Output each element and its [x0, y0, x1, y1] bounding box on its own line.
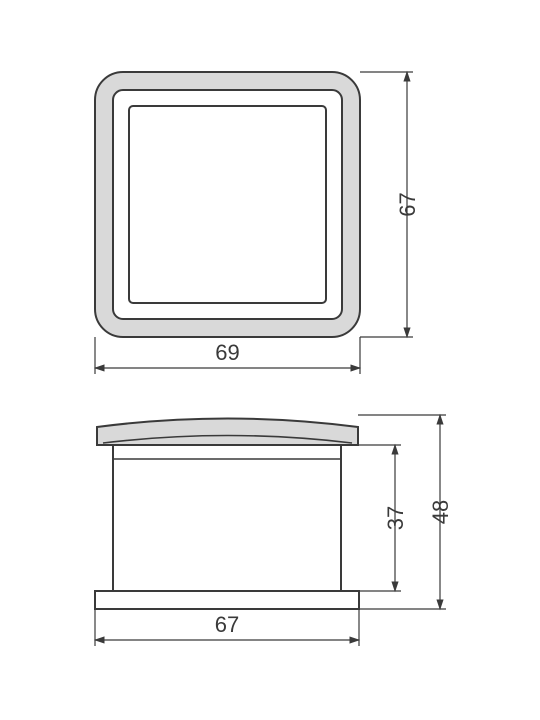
front-bezel-shade — [95, 72, 360, 337]
side-body — [113, 445, 341, 591]
side-base — [95, 591, 359, 609]
front-bezel-outline — [113, 90, 342, 319]
front-frame-outline — [95, 72, 360, 337]
dim-text-total-height: 48 — [428, 500, 453, 524]
dim-text-side-width: 67 — [215, 612, 239, 637]
dim-text-body-height: 37 — [383, 506, 408, 530]
side-crown — [97, 419, 358, 446]
front-window-outline — [129, 106, 326, 303]
dim-text-front-width: 69 — [215, 340, 239, 365]
dim-text-front-height: 67 — [395, 192, 420, 216]
